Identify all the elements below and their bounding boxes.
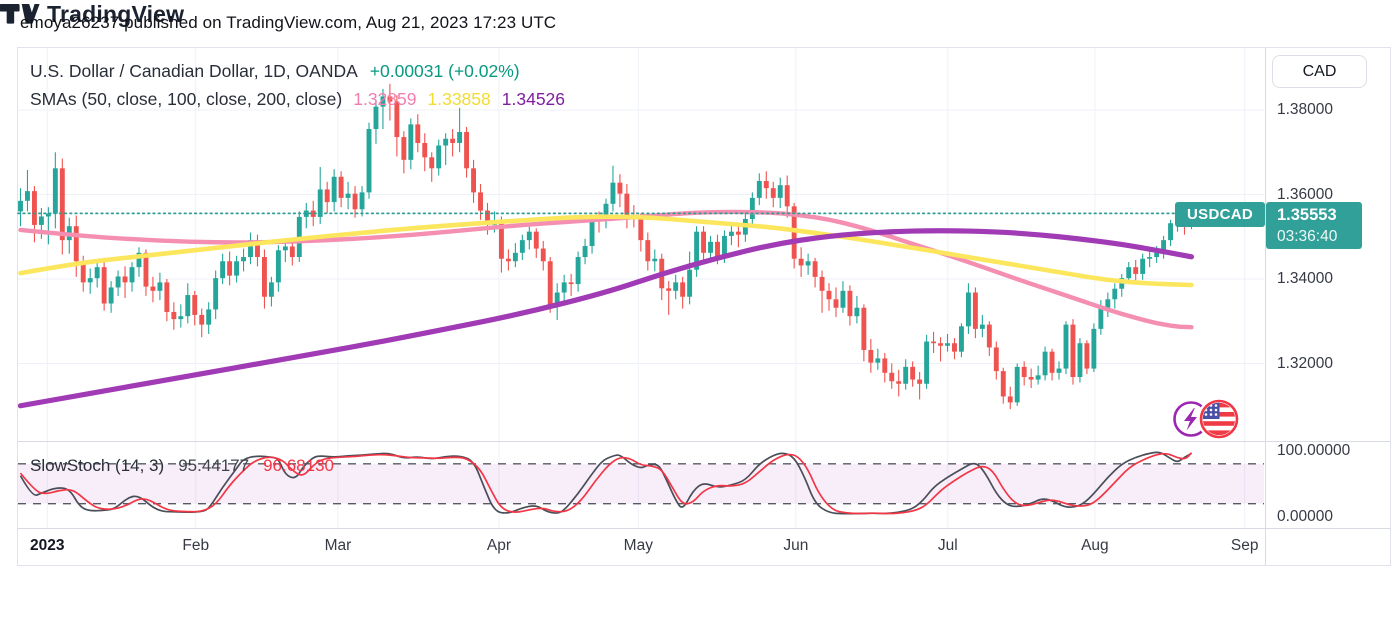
bar-countdown: 03:36:40 [1277, 228, 1338, 245]
time-axis-label-2023: 2023 [30, 537, 65, 554]
time-axis-label-mar: Mar [324, 537, 352, 554]
us-flag-icon[interactable] [1197, 397, 1241, 441]
tradingview-logo-icon [0, 4, 40, 24]
time-axis-label-feb: Feb [182, 537, 210, 554]
stoch-legend-label: SlowStoch (14, 3) [30, 456, 165, 475]
time-axis-label-sep: Sep [1230, 537, 1259, 554]
sma200-value: 1.34526 [501, 89, 566, 109]
stoch-legend: SlowStoch (14, 3) 95.44177 96.68130 [30, 456, 334, 476]
time-axis-label-apr: Apr [486, 537, 511, 554]
tradingview-brand-text: TradingView [47, 0, 185, 27]
stoch-axis-label: 100.00000 [1277, 441, 1351, 459]
price-axis-label: 1.36000 [1277, 185, 1334, 203]
stoch-k-value: 95.44177 [178, 456, 250, 475]
price-axis-label: 1.38000 [1277, 101, 1334, 118]
sma-legend-label: SMAs (50, close, 100, close, 200, close) [30, 89, 343, 109]
price-change: +0.00031 (+0.02%) [369, 61, 520, 81]
time-axis-label-jul: Jul [937, 537, 958, 554]
price-axis-label: 1.32000 [1277, 354, 1334, 372]
last-price-value: 1.35553 [1277, 206, 1337, 224]
symbol-title: U.S. Dollar / Canadian Dollar, 1D, OANDA [30, 61, 358, 81]
last-price-label: 1.35553 03:36:40 [1266, 202, 1362, 249]
sma50-value: 1.32859 [353, 89, 417, 109]
tradingview-footer-link[interactable]: TradingView [0, 0, 1400, 28]
attribution-text: emoya26237 published on TradingView.com,… [20, 13, 557, 32]
time-axis-label-jun: Jun [783, 537, 809, 554]
symbol-price-flag: USDCAD [1175, 202, 1265, 227]
time-axis-label-may: May [623, 537, 653, 554]
symbol-legend: U.S. Dollar / Canadian Dollar, 1D, OANDA… [30, 61, 520, 82]
stoch-d-value: 96.68130 [263, 456, 334, 475]
sma-legend: SMAs (50, close, 100, close, 200, close)… [30, 89, 565, 110]
time-axis-label-aug: Aug [1081, 537, 1109, 554]
currency-button[interactable]: CAD [1272, 55, 1367, 88]
stoch-axis-label: 0.00000 [1277, 508, 1334, 525]
event-markers[interactable] [1170, 396, 1242, 442]
price-axis-label: 1.34000 [1277, 270, 1334, 287]
sma100-value: 1.33858 [427, 89, 491, 109]
